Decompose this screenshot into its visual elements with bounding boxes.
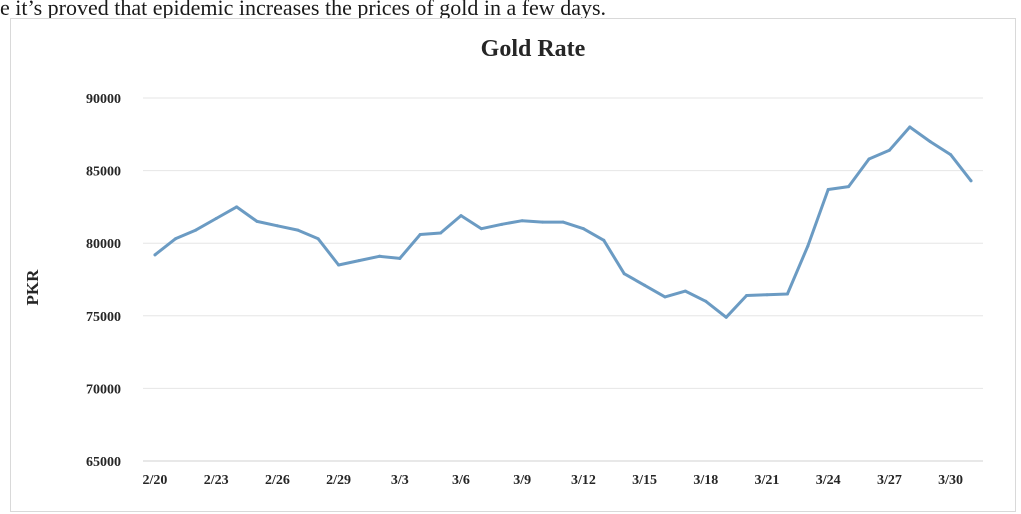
x-tick-label: 3/15	[632, 473, 657, 488]
data-point	[724, 315, 728, 319]
y-tick-label: 80000	[86, 237, 121, 252]
data-point	[296, 228, 300, 232]
x-tick-label: 3/6	[452, 473, 470, 488]
data-point	[581, 227, 585, 231]
y-tick-label: 85000	[86, 165, 121, 180]
data-point	[520, 219, 524, 223]
data-point	[214, 217, 218, 221]
x-tick-label: 3/30	[938, 473, 963, 488]
x-tick-label: 2/26	[265, 473, 290, 488]
y-tick-label: 75000	[86, 310, 121, 325]
x-tick-label: 2/20	[143, 473, 168, 488]
data-point	[357, 259, 361, 263]
data-point	[337, 263, 341, 267]
x-tick-label: 2/23	[204, 473, 229, 488]
data-point	[887, 148, 891, 152]
data-point	[561, 220, 565, 224]
data-point	[765, 293, 769, 297]
x-tick-label: 3/18	[693, 473, 718, 488]
x-tick-label: 2/29	[326, 473, 351, 488]
data-point	[173, 237, 177, 241]
page-body-text: e it’s proved that epidemic increases th…	[0, 0, 607, 20]
data-point	[398, 256, 402, 260]
data-point	[785, 292, 789, 296]
data-point	[826, 187, 830, 191]
data-point	[663, 295, 667, 299]
y-axis-title: PKR	[23, 269, 42, 306]
y-tick-label: 65000	[86, 455, 121, 470]
x-tick-label: 3/27	[877, 473, 902, 488]
data-point	[275, 224, 279, 228]
x-tick-label: 3/12	[571, 473, 596, 488]
x-tick-label: 3/24	[816, 473, 841, 488]
data-point	[479, 227, 483, 231]
data-point	[377, 254, 381, 258]
data-point	[847, 185, 851, 189]
data-point	[459, 214, 463, 218]
data-point	[500, 222, 504, 226]
data-point	[704, 299, 708, 303]
y-tick-label: 90000	[86, 92, 121, 107]
x-tick-label: 3/9	[513, 473, 531, 488]
y-tick-label: 70000	[86, 382, 121, 397]
chart-svg: Gold Rate 65000 70000 75000 80000 85000 90000 P…	[23, 36, 983, 488]
data-point	[928, 140, 932, 144]
data-point	[439, 231, 443, 235]
data-point	[908, 125, 912, 129]
data-point	[949, 153, 953, 157]
data-point	[867, 157, 871, 161]
data-point	[541, 220, 545, 224]
data-point	[418, 232, 422, 236]
data-point	[235, 205, 239, 209]
data-point	[316, 237, 320, 241]
data-point	[255, 219, 259, 223]
data-point	[153, 253, 157, 257]
data-point	[745, 293, 749, 297]
gold-rate-chart: Gold Rate 65000 70000 75000 80000 85000 90000 P…	[10, 18, 1016, 512]
x-tick-label: 3/21	[755, 473, 780, 488]
data-point	[622, 272, 626, 276]
data-point	[194, 228, 198, 232]
data-point	[643, 283, 647, 287]
x-tick-label: 3/3	[391, 473, 409, 488]
chart-title: Gold Rate	[481, 36, 586, 62]
data-point	[602, 238, 606, 242]
data-point	[683, 289, 687, 293]
data-point	[969, 179, 973, 183]
data-point	[806, 244, 810, 248]
